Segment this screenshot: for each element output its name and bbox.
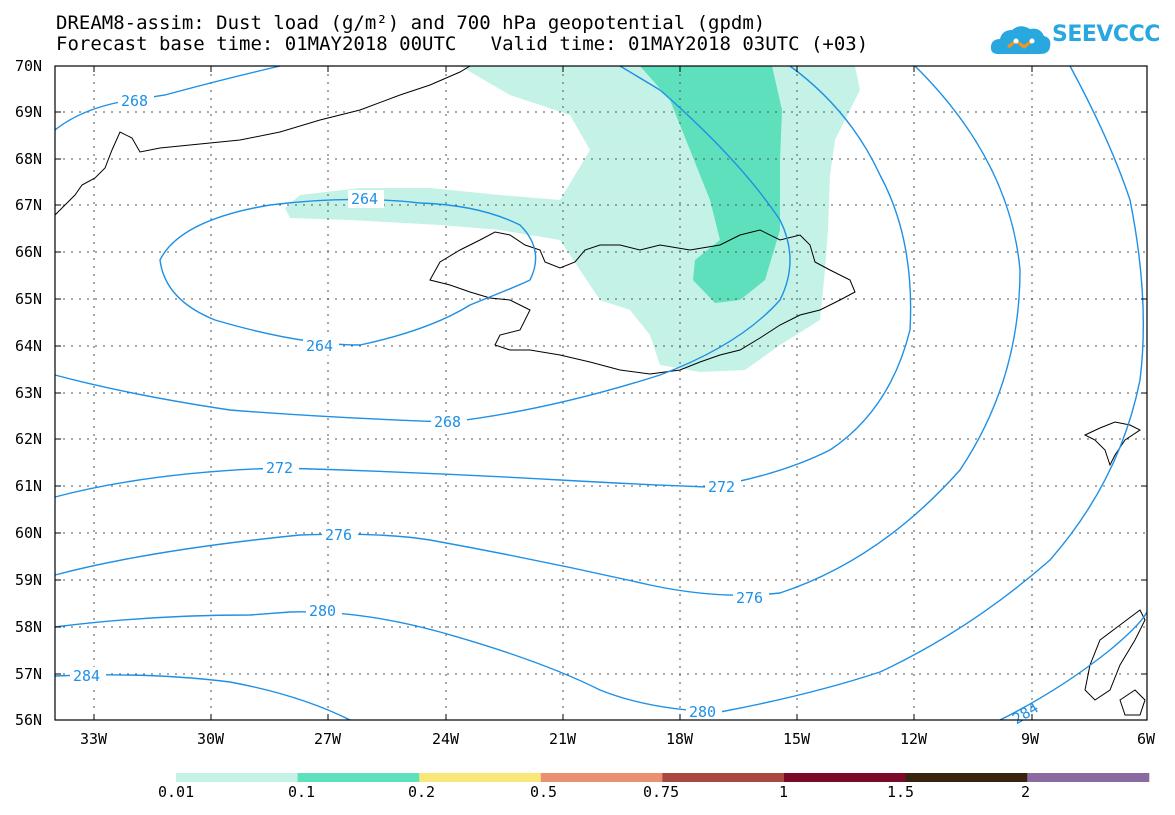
tick-marks bbox=[55, 65, 1147, 721]
lat-label: 69N bbox=[15, 103, 42, 121]
contour-label: 272 bbox=[708, 478, 735, 496]
lon-labels: 33W 30W 27W 24W 21W 18W 15W 12W 9W 6W bbox=[80, 730, 1156, 748]
colorbar-label: 0.5 bbox=[530, 783, 558, 801]
contour-label: 264 bbox=[351, 190, 378, 208]
colorbar-label: 2 bbox=[1021, 783, 1031, 801]
colorbar-label: 1 bbox=[779, 783, 789, 801]
lat-label: 59N bbox=[15, 571, 42, 589]
colorbar-segment bbox=[297, 773, 420, 782]
lon-label: 15W bbox=[783, 730, 811, 748]
colorbar-segment bbox=[784, 773, 907, 782]
contour-label: 284 bbox=[1009, 699, 1042, 729]
colorbar-segment bbox=[540, 773, 663, 782]
contour-label: 280 bbox=[689, 703, 716, 721]
lon-label: 9W bbox=[1021, 730, 1040, 748]
colorbar-segment bbox=[905, 773, 1028, 782]
lat-label: 62N bbox=[15, 430, 42, 448]
colorbar-label: 0.75 bbox=[643, 783, 680, 801]
lat-label: 65N bbox=[15, 290, 42, 308]
lat-labels: 70N 69N 68N 67N 66N 65N 64N 63N 62N 61N … bbox=[15, 57, 42, 729]
colorbar-segment bbox=[662, 773, 785, 782]
lat-label: 67N bbox=[15, 196, 42, 214]
colorbar bbox=[176, 773, 1150, 782]
coastline bbox=[54, 65, 1146, 716]
lat-label: 70N bbox=[15, 57, 42, 75]
lon-label: 30W bbox=[197, 730, 225, 748]
lat-label: 58N bbox=[15, 618, 42, 636]
lon-label: 6W bbox=[1137, 730, 1156, 748]
lat-label: 63N bbox=[15, 384, 42, 402]
colorbar-label: 0.01 bbox=[158, 783, 195, 801]
dust-area-dark bbox=[640, 66, 782, 303]
contour-label: 280 bbox=[309, 602, 336, 620]
lat-label: 64N bbox=[15, 337, 42, 355]
lon-label: 27W bbox=[314, 730, 342, 748]
lon-label: 21W bbox=[549, 730, 577, 748]
lon-label: 18W bbox=[666, 730, 694, 748]
lat-label: 66N bbox=[15, 243, 42, 261]
map-title-line2: Forecast base time: 01MAY2018 00UTC Vali… bbox=[56, 33, 869, 55]
colorbar-label: 1.5 bbox=[887, 783, 915, 801]
contour-label: 268 bbox=[434, 413, 461, 431]
lon-label: 24W bbox=[432, 730, 460, 748]
lat-label: 61N bbox=[15, 477, 42, 495]
logo-text: SEEVCCC bbox=[1052, 22, 1160, 47]
lat-label: 60N bbox=[15, 524, 42, 542]
contour-label: 268 bbox=[121, 92, 148, 110]
contour-label: 264 bbox=[306, 337, 333, 355]
colorbar-segment bbox=[1027, 773, 1150, 782]
contour-label: 272 bbox=[266, 459, 293, 477]
lon-label: 12W bbox=[900, 730, 928, 748]
contour-label: 284 bbox=[73, 667, 100, 685]
colorbar-segment bbox=[176, 773, 299, 782]
colorbar-segment bbox=[419, 773, 542, 782]
lon-label: 33W bbox=[80, 730, 108, 748]
lat-label: 68N bbox=[15, 150, 42, 168]
contour-label: 276 bbox=[736, 589, 763, 607]
cloud-network-icon bbox=[990, 26, 1051, 54]
map-title-line1: DREAM8-assim: Dust load (g/m²) and 700 h… bbox=[56, 12, 766, 34]
contour-label: 276 bbox=[325, 526, 352, 544]
lat-label: 57N bbox=[15, 665, 42, 683]
colorbar-label: 0.1 bbox=[288, 783, 316, 801]
lat-label: 56N bbox=[15, 711, 42, 729]
contour-labels: 268 264 264 268 272 272 276 276 280 280 … bbox=[70, 92, 1042, 728]
colorbar-label: 0.2 bbox=[408, 783, 436, 801]
